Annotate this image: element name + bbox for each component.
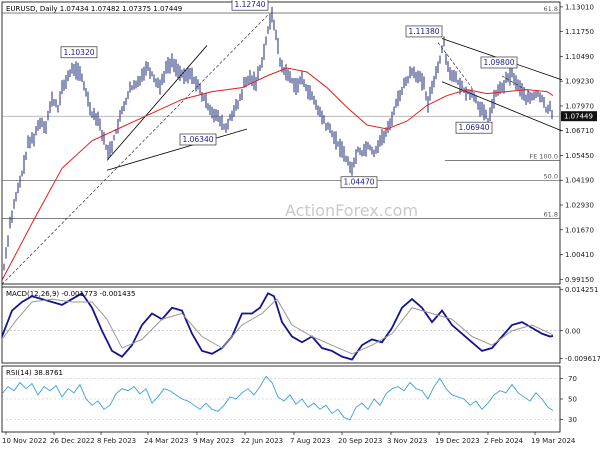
fib-level-label: 50.0 bbox=[544, 172, 558, 180]
moving-average-line bbox=[1, 67, 554, 281]
price-annotation-box bbox=[60, 46, 98, 59]
y-tick-label: 1.13010 bbox=[565, 3, 594, 11]
watermark-text: ActionForex.com bbox=[285, 201, 418, 220]
current-price-label: 1.07449 bbox=[564, 113, 593, 121]
price-annotation-label: 1.04470 bbox=[343, 178, 374, 187]
price-annotation-label: 1.10320 bbox=[63, 48, 94, 57]
trend-line-lower-left bbox=[106, 128, 248, 171]
current-price-box bbox=[561, 111, 597, 122]
price-annotation-box bbox=[405, 25, 443, 38]
y-tick-label: 70 bbox=[568, 375, 577, 383]
price-annotation-box bbox=[455, 121, 493, 134]
y-tick-label: 1.06710 bbox=[565, 127, 594, 135]
price-annotation-box bbox=[480, 56, 518, 69]
y-tick-label: -0.009617 bbox=[565, 355, 600, 363]
price-annotation-box bbox=[231, 0, 269, 11]
dashed-wave-line bbox=[437, 42, 473, 88]
y-tick-label: 1.05450 bbox=[565, 152, 594, 160]
y-tick-label: 1.07970 bbox=[565, 102, 594, 110]
y-tick-label: 1.00410 bbox=[565, 251, 594, 259]
x-tick-label: 9 May 2023 bbox=[193, 437, 234, 445]
price-annotation-label: 1.11380 bbox=[408, 27, 439, 36]
y-tick-label: 1.10490 bbox=[565, 53, 594, 61]
macd-line bbox=[1, 292, 554, 361]
x-tick-label: 10 Nov 2022 bbox=[2, 437, 47, 445]
dashed-trend-line bbox=[1, 14, 269, 285]
y-tick-label: 0.00 bbox=[565, 327, 581, 335]
fib-level-label: FE 100.0 bbox=[529, 152, 558, 160]
x-tick-label: 24 Mar 2023 bbox=[144, 437, 188, 445]
main-panel-frame bbox=[1, 1, 561, 285]
fib-level-label: 61.8 bbox=[544, 210, 558, 218]
trend-line-lower-right bbox=[441, 81, 563, 132]
rsi-line bbox=[1, 375, 554, 421]
y-tick-label: 1.01670 bbox=[565, 226, 594, 234]
y-tick-label: 0.99150 bbox=[565, 276, 594, 284]
y-tick-label: 0.014251 bbox=[565, 286, 598, 294]
rsi-title: RSI(14) 38.8761 bbox=[6, 369, 63, 377]
trend-line-upper-left bbox=[106, 45, 208, 161]
dashed-wave-line bbox=[501, 75, 533, 94]
y-tick-label: 1.02930 bbox=[565, 202, 594, 210]
x-tick-label: 3 Nov 2023 bbox=[387, 437, 427, 445]
price-annotation-box bbox=[340, 176, 378, 189]
price-annotation-box bbox=[179, 133, 217, 146]
x-tick-label: 8 Feb 2023 bbox=[97, 437, 136, 445]
y-tick-label: 1.09230 bbox=[565, 78, 594, 86]
x-tick-label: 7 Aug 2023 bbox=[290, 437, 330, 445]
y-tick-label: 30 bbox=[568, 416, 577, 424]
price-annotation-label: 1.12740 bbox=[234, 0, 265, 9]
price-annotation-label: 1.09800 bbox=[483, 58, 514, 67]
macd-panel-frame bbox=[1, 286, 561, 364]
x-tick-label: 22 Jun 2023 bbox=[241, 437, 283, 445]
y-tick-label: 1.11750 bbox=[565, 28, 594, 36]
price-annotation-label: 1.06340 bbox=[182, 135, 213, 144]
macd-title: MACD(12,26,9) -0.001773 -0.001435 bbox=[6, 290, 135, 298]
macd-signal-line bbox=[1, 298, 554, 355]
x-tick-label: 19 Mar 2024 bbox=[531, 437, 576, 445]
price-annotation-label: 1.06940 bbox=[458, 123, 489, 132]
x-tick-label: 26 Dec 2022 bbox=[50, 437, 95, 445]
x-tick-label: 20 Sep 2023 bbox=[338, 437, 382, 445]
x-tick-label: 19 Dec 2023 bbox=[435, 437, 480, 445]
y-tick-label: 1.04190 bbox=[565, 177, 594, 185]
fib-level-label: 61.8 bbox=[544, 5, 558, 13]
x-tick-label: 2 Feb 2024 bbox=[484, 437, 524, 445]
main-chart-title: EURUSD, Daily 1.07434 1.07482 1.07375 1.… bbox=[6, 5, 182, 13]
y-tick-label: 50 bbox=[568, 396, 577, 404]
